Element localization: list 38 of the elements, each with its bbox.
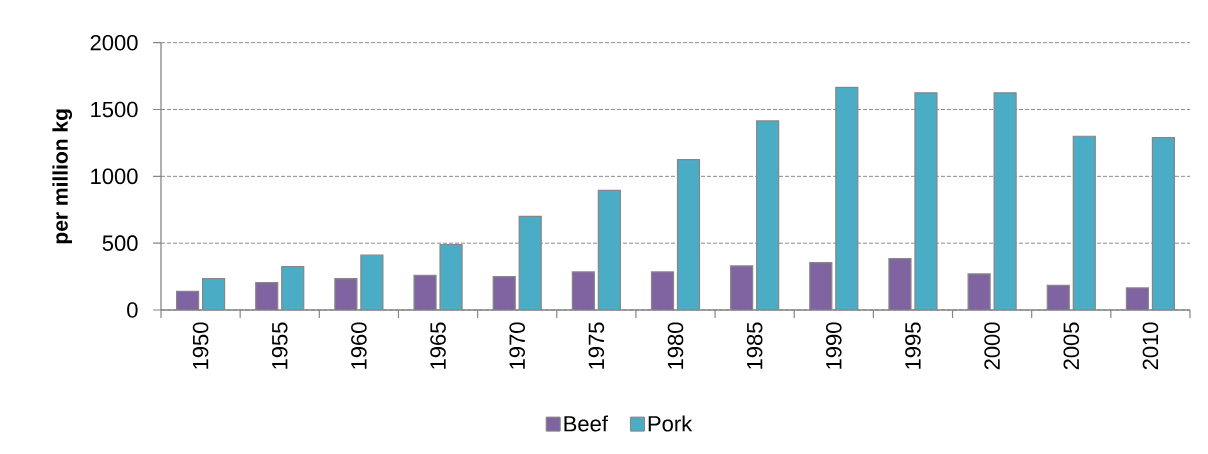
bar <box>651 271 674 310</box>
x-tick-label: 1970 <box>509 322 525 369</box>
x-tick-label: 1975 <box>588 322 605 369</box>
bar <box>572 271 595 310</box>
bar <box>281 266 304 310</box>
x-tick-label: 1980 <box>667 322 684 369</box>
y-tick-label: 2000 <box>90 34 138 51</box>
y-tick-label: 1000 <box>91 168 138 185</box>
bar <box>835 87 858 310</box>
x-tick-label: 2010 <box>1142 322 1159 370</box>
y-tick-label: 1500 <box>91 101 138 118</box>
bar <box>519 216 542 310</box>
bar <box>1151 136 1176 310</box>
bar <box>756 120 779 310</box>
y-tick-label: 0 <box>127 302 138 318</box>
x-tick-label: 1960 <box>351 322 367 369</box>
bar <box>493 276 516 310</box>
bar <box>730 265 753 310</box>
y-tick-label: 500 <box>102 235 138 251</box>
bar <box>809 262 832 310</box>
bar <box>202 278 225 310</box>
x-tick-label: 2005 <box>1063 322 1080 370</box>
bar <box>598 190 621 310</box>
x-tick-label: 1990 <box>826 322 842 369</box>
bar <box>677 159 700 310</box>
bar <box>255 282 278 310</box>
x-tick-label: 1955 <box>271 322 288 369</box>
x-tick-label: 1950 <box>192 322 209 369</box>
bar <box>1073 136 1096 310</box>
y-axis-title: per million kg <box>52 109 73 244</box>
legend-label: Beef <box>564 415 608 432</box>
x-tick-label: 2000 <box>984 322 1000 370</box>
bar <box>994 92 1017 310</box>
x-tick-label: 1965 <box>430 322 446 369</box>
legend-label: Pork <box>648 415 693 432</box>
bar <box>914 92 937 310</box>
x-tick-label: 1995 <box>905 322 921 369</box>
x-tick-label: 1985 <box>746 322 763 369</box>
